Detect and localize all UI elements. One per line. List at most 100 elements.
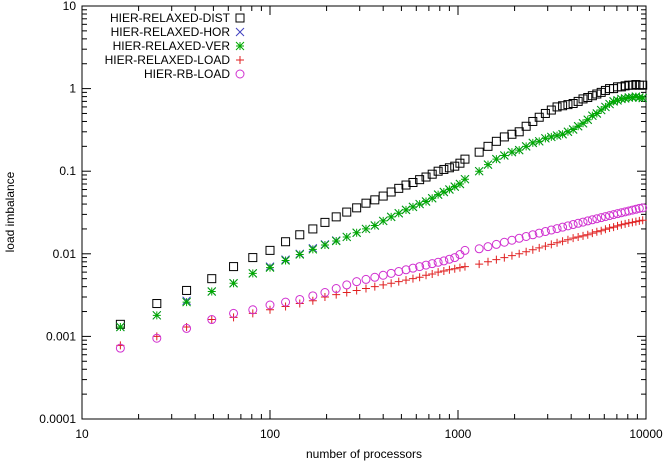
data-point	[408, 263, 418, 273]
data-point	[541, 133, 550, 143]
data-point	[352, 277, 362, 287]
data-point	[534, 136, 544, 146]
data-point	[445, 185, 454, 194]
data-point	[308, 296, 317, 305]
data-point	[613, 221, 622, 230]
data-point	[483, 242, 493, 252]
data-point	[491, 136, 501, 146]
data-point	[248, 268, 258, 278]
y-tick-label: 0.1	[59, 164, 76, 178]
data-point	[507, 129, 517, 139]
data-point	[563, 127, 573, 137]
data-point	[281, 237, 291, 247]
data-point	[605, 99, 614, 109]
data-point	[370, 221, 380, 230]
y-tick-label: 10	[63, 0, 77, 13]
data-point	[433, 257, 443, 267]
data-point	[152, 299, 162, 309]
data-point	[182, 297, 191, 307]
data-point	[635, 216, 644, 225]
data-point	[229, 278, 238, 288]
data-point	[578, 118, 588, 128]
data-point	[394, 277, 403, 286]
data-point	[401, 205, 411, 215]
data-point	[583, 230, 592, 239]
data-point	[421, 172, 431, 182]
y-tick-label: 0.01	[53, 247, 77, 261]
data-point	[600, 212, 610, 222]
data-point	[541, 242, 550, 251]
data-point	[361, 274, 371, 284]
legend-marker	[235, 13, 245, 23]
data-point	[450, 253, 460, 263]
data-point	[408, 274, 417, 283]
data-point	[596, 105, 606, 115]
data-point	[521, 141, 531, 151]
data-point	[229, 308, 239, 318]
data-point	[573, 96, 583, 106]
data-point	[638, 93, 648, 103]
data-point	[352, 203, 362, 213]
data-point	[624, 218, 633, 227]
data-marks	[115, 80, 648, 353]
data-point	[579, 231, 588, 240]
data-point	[207, 315, 216, 324]
data-point	[370, 282, 379, 291]
data-point	[601, 225, 610, 234]
data-point	[499, 151, 509, 160]
data-point	[229, 262, 239, 272]
data-point	[332, 290, 341, 299]
data-point	[583, 216, 593, 226]
data-point	[552, 224, 562, 234]
data-point	[207, 274, 217, 284]
data-point	[444, 254, 454, 264]
data-point	[439, 266, 448, 275]
data-point	[361, 284, 370, 293]
data-point	[552, 102, 562, 112]
data-point	[592, 227, 601, 236]
data-point	[528, 245, 537, 254]
legend-label: HIER-RELAXED-VER	[113, 39, 231, 53]
tick-labels: 10 100 1000 10000 10 1 0.1 0.01 0.001 0.0001	[39, 0, 663, 441]
data-point	[583, 115, 593, 125]
data-point	[631, 80, 641, 90]
data-point	[460, 154, 470, 164]
y-tick-label: 1	[69, 82, 76, 96]
data-point	[546, 105, 556, 115]
data-point	[621, 219, 630, 228]
data-point	[617, 220, 626, 229]
data-point	[558, 237, 567, 246]
legend-label: HIER-RELAXED-HOR	[111, 25, 231, 39]
y-axis-label: load imbalance	[3, 171, 17, 252]
data-point	[460, 262, 469, 271]
data-point	[207, 287, 217, 296]
data-point	[433, 190, 443, 200]
data-point	[428, 269, 437, 278]
data-point	[445, 265, 454, 274]
data-point	[492, 255, 501, 264]
plot-frame	[81, 5, 647, 420]
data-point	[207, 315, 217, 325]
data-point	[378, 216, 388, 226]
data-point	[342, 207, 352, 217]
data-point	[394, 208, 404, 218]
data-point	[631, 217, 640, 226]
data-point	[638, 80, 648, 90]
data-point	[379, 280, 388, 289]
data-point	[558, 129, 567, 139]
data-point	[474, 147, 484, 157]
data-point	[522, 247, 531, 256]
data-point	[568, 220, 578, 230]
data-point	[295, 294, 305, 304]
data-point	[386, 187, 396, 197]
x-tick-label: 10000	[629, 427, 663, 441]
ticks	[81, 6, 647, 420]
data-point	[308, 291, 318, 301]
data-point	[638, 203, 648, 213]
data-point	[295, 250, 305, 259]
data-point	[182, 323, 192, 333]
data-point	[408, 177, 418, 187]
legend: HIER-RELAXED-DISTHIER-RELAXED-HORHIER-RE…	[105, 11, 245, 81]
data-point	[535, 243, 544, 252]
